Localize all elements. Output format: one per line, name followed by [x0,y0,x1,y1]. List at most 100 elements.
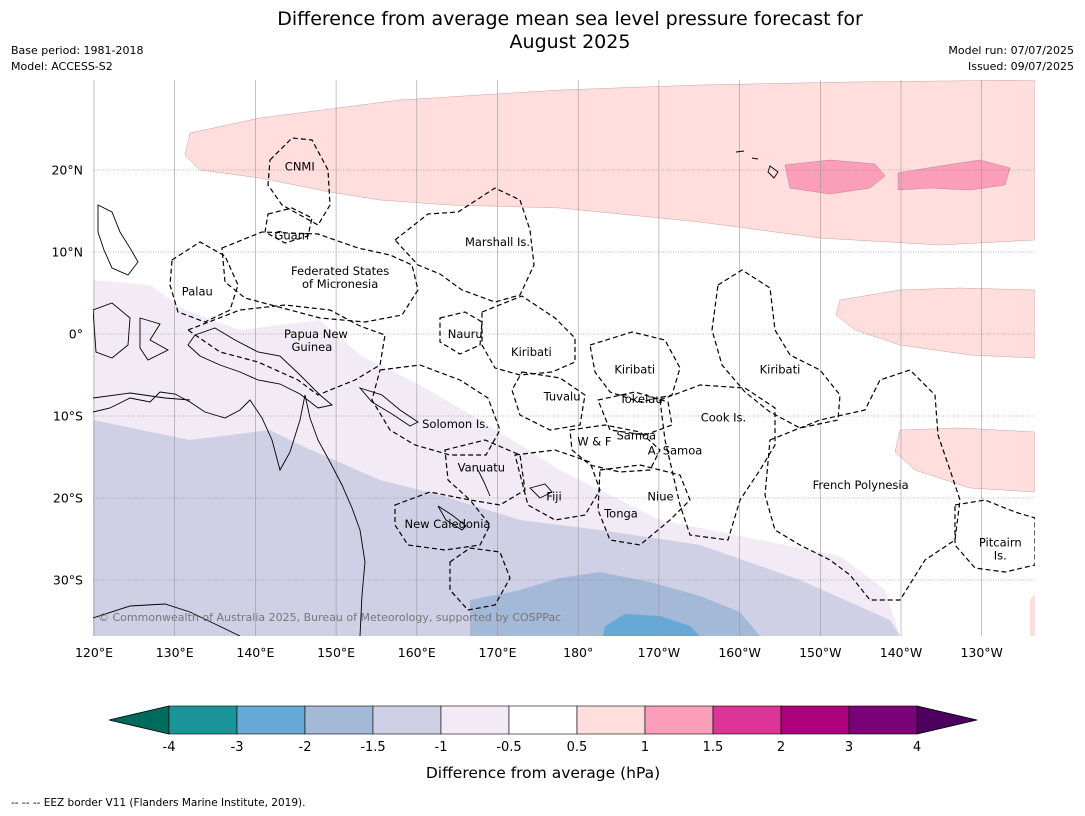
eez-marshall [394,187,535,303]
colorbar-segment [848,705,918,735]
eez-kiribati-line [711,269,841,429]
lon-tick-label: 170°W [638,645,680,660]
eez-tonga-niue [597,464,691,546]
eez-micronesia [221,231,419,323]
region-label: W & F [577,434,611,448]
eez-tuvalu [511,371,586,431]
lat-tick-label: 0° [69,327,83,342]
colorbar-segment [440,705,510,735]
region-label: Tonga [603,507,638,521]
coastline-philippines [97,204,139,276]
eez-cnmi [267,137,331,226]
coastline-new-guinea [187,327,333,409]
eez-kiribati-gilbert [481,295,576,376]
eez-palau [169,241,239,323]
lon-tick-label: 130°E [156,645,194,660]
meta-left: Base period: 1981-2018 Model: ACCESS-S2 [11,43,143,75]
colorbar-segment [712,705,782,735]
issued-text: Issued: 09/07/2025 [967,60,1074,73]
region-label: Nauru [448,327,483,341]
map-title-line1: Difference from average mean sea level p… [277,8,863,30]
lon-tick-label: 120°E [75,645,113,660]
anomaly-band-minus-1 [93,420,900,636]
colorbar-tick-label: 3 [845,740,853,755]
colorbar-tick-label: -2 [299,740,312,755]
eez-lord-howe [449,547,511,611]
map-title: Difference from average mean sea level p… [0,8,1085,54]
colorbar-segment [780,705,850,735]
lon-tick-label: 180° [563,645,593,660]
colorbar-segment [236,705,306,735]
region-label: Guinea [291,340,332,354]
eez-french-polynesia [764,369,961,601]
colorbar-tick-label: -1.5 [360,740,385,755]
eez-cook [659,384,776,541]
colorbar-segment [168,705,238,735]
base-period-text: Base period: 1981-2018 [11,44,144,57]
lat-tick-label: 10°S [53,409,83,424]
colorbar-segment [304,705,374,735]
eez-new-caledonia [394,491,491,551]
copyright-text: © Commonwealth of Australia 2025, Bureau… [98,611,561,624]
lat-tick-label: 30°S [53,573,83,588]
graticule [93,80,1035,636]
eez-borders [169,137,1035,611]
region-label: Federated States [291,264,389,278]
eez-vanuatu [444,439,526,506]
anomaly-band-plus-1-north [784,159,886,195]
region-label: French Polynesia [813,478,909,492]
eez-fiji [514,449,601,521]
lon-tick-label: 140°W [880,645,922,660]
region-label: A. Samoa [648,443,703,457]
lon-tick-label: 140°E [236,645,274,660]
region-label: Marshall Is. [465,235,530,249]
region-label: CNMI [285,160,315,174]
region-label: Pitcairn [979,535,1022,549]
region-label: of Micronesia [302,277,378,291]
lat-tick-label: 20°S [53,491,83,506]
colorbar-tick-label: -3 [231,740,244,755]
lon-tick-label: 160°W [718,645,760,660]
colorbar-segment [644,705,714,735]
anomaly-band-plus-0-5-south [894,427,1035,493]
coastline-australia [93,391,366,636]
region-label: Tuvalu [543,389,581,403]
colorbar-tick-label: -1 [435,740,448,755]
region-label: New Caledonia [404,517,490,531]
axis-labels: 120°E 130°E 140°E 150°E 160°E 170°E 180° 170°W 1… [51,163,1002,661]
colorbar-tick-label: 0.5 [567,740,588,755]
colorbar-segment [372,705,442,735]
colorbar-title: Difference from average (hPa) [426,764,660,782]
eez-pitcairn [954,499,1035,573]
colorbar-tick-label: 1.5 [703,740,724,755]
region-label: Kiribati [511,345,552,359]
lon-tick-label: 130°W [960,645,1002,660]
model-text: Model: ACCESS-S2 [11,60,113,73]
eez-guam [264,207,313,244]
meta-right: Model run: 07/07/2025 Issued: 09/07/2025 [948,43,1074,75]
coastline-fiji [529,483,553,499]
eez-solomon [371,364,501,456]
coastline-sulawesi [139,317,169,361]
colorbar: -4 -3 -2 -1.5 -1 -0.5 0.5 1 1.5 2 3 4 Difference fro… [108,705,978,782]
region-label: Guam [274,229,308,243]
region-label: Kiribati [614,362,655,376]
coastline-lesser-sunda [93,392,191,401]
eez-samoa-wf [569,424,661,473]
lon-tick-label: 160°E [398,645,436,660]
region-label: Solomon Is. [422,417,489,431]
colorbar-under-arrow [108,705,170,735]
footnote-eez: -- -- -- EEZ border V11 (Flanders Marine… [11,797,306,809]
anomaly-band-minus-2 [603,614,700,636]
region-label: Cook Is. [701,411,746,425]
coastline-hawaii [735,150,779,179]
lon-tick-label: 170°E [478,645,516,660]
region-label: Is. [994,548,1007,562]
colorbar-segment [508,705,578,735]
colorbar-tick-label: 2 [777,740,785,755]
colorbar-tick-label: 1 [641,740,649,755]
lon-tick-label: 150°E [317,645,355,660]
